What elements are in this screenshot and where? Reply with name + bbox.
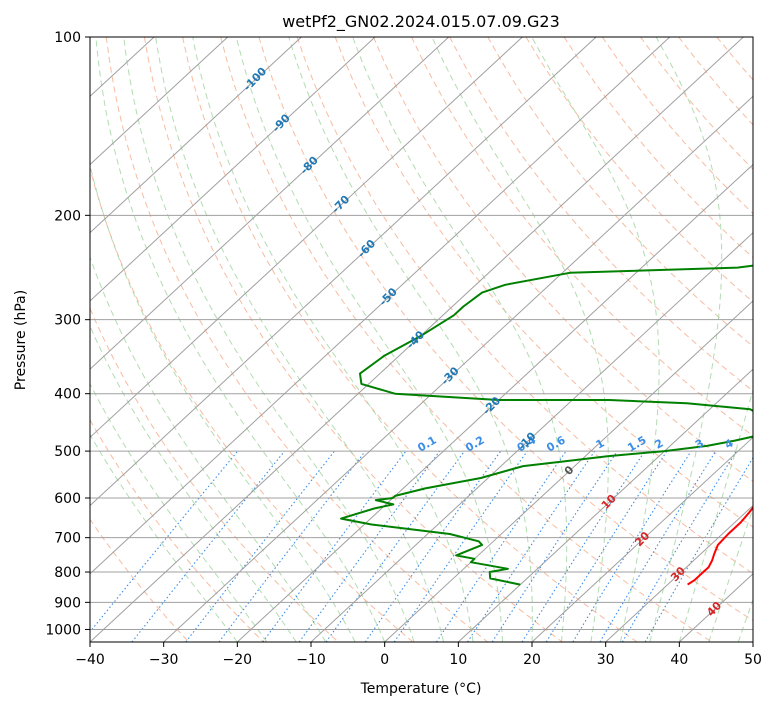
x-tick-label: 40 [670, 652, 688, 668]
y-tick-label: 400 [54, 387, 81, 403]
moist-adiabat-line [90, 433, 238, 642]
isotherm-line [457, 368, 753, 642]
moist-adiabat-line [155, 37, 445, 642]
dry-adiabat-line [143, 37, 563, 642]
mixing-ratio-line [218, 450, 366, 642]
moist-adiabat-line [352, 37, 568, 642]
y-tick-label: 500 [54, 444, 81, 460]
axis-ticks: −40 −30 −20 −10 0 10 20 30 40 50 100 200 300 400 500 60… [45, 30, 762, 668]
moist-adiabat-line [678, 388, 753, 642]
moist-adiabat-line [431, 37, 609, 642]
isotherms [90, 37, 753, 642]
y-tick-label: 200 [54, 208, 81, 224]
isotherm-line [531, 436, 753, 642]
y-tick-label: 600 [54, 491, 81, 507]
mixing-ratio-line [90, 450, 239, 633]
dry-adiabat-line [487, 37, 753, 348]
mixing-ratio-line [364, 450, 502, 642]
y-tick-label: 700 [54, 531, 81, 547]
moist-adiabat-line [531, 37, 660, 642]
mixing-ratio-line [599, 450, 717, 642]
moist-adiabat-line [123, 37, 415, 642]
mixing-ratio-line [262, 450, 407, 642]
dry-adiabat-line [449, 37, 753, 392]
dry-adiabat-line [105, 37, 488, 642]
dry-adiabat-line [90, 166, 414, 642]
mixing-ratio-line [467, 450, 596, 642]
x-tick-label: 30 [597, 652, 615, 668]
x-tick-label: 20 [523, 652, 541, 668]
x-tick-label: 0 [380, 652, 389, 668]
dry-adiabat-line [182, 37, 638, 642]
y-tick-label: 300 [54, 313, 81, 329]
moist-adiabat-line [708, 507, 753, 642]
dry-adiabat-line [90, 518, 190, 642]
moist-adiabat-line [90, 382, 268, 642]
x-tick-label: 10 [449, 652, 467, 668]
mixing-ratio-line [298, 450, 441, 642]
temperature-profile-line [687, 506, 753, 586]
isotherm-line [90, 37, 229, 166]
mixing-ratio-line [572, 450, 692, 642]
x-tick-label: 50 [744, 652, 762, 668]
pressure-gridlines [90, 37, 753, 630]
moist-adiabat-line [288, 37, 533, 642]
isotherm-line [163, 95, 753, 642]
chart-title: wetPf2_GN02.2024.015.07.09.G23 [282, 12, 560, 32]
mixing-ratio-line [435, 450, 567, 642]
isotherm-line [90, 37, 376, 302]
plot-frame [89, 36, 754, 643]
moist-adiabat-line [90, 324, 297, 642]
x-tick-label: −30 [149, 652, 179, 668]
isotherm-line [90, 37, 597, 507]
moist-adiabat-line [192, 37, 474, 642]
moist-adiabat-line [649, 37, 723, 642]
mixing-ratio-line [521, 450, 646, 642]
y-tick-label: 1000 [45, 622, 81, 638]
isotherm-line [384, 300, 753, 642]
moist-adiabats [90, 37, 753, 642]
dewpoint-profile-line [340, 264, 753, 586]
y-axis-label: Pressure (hPa) [13, 290, 29, 390]
isotherm-line [90, 37, 450, 370]
mixing-ratio-line [325, 450, 465, 642]
moist-adiabat-line [235, 37, 503, 642]
moist-adiabat-line [90, 255, 327, 642]
y-tick-label: 800 [54, 565, 81, 581]
dry-adiabat-line [258, 37, 753, 622]
x-axis-label: Temperature (°C) [360, 681, 482, 697]
isotherm-line [236, 163, 753, 642]
isotherm-line [90, 37, 671, 575]
isotherm-line [605, 504, 753, 642]
y-tick-label: 100 [54, 30, 81, 46]
profile-series [340, 264, 753, 586]
isotherm-line [310, 232, 753, 642]
x-tick-label: −20 [223, 652, 253, 668]
isotherm-line [90, 37, 302, 234]
y-tick-label: 900 [54, 595, 81, 611]
isotherm-line [90, 37, 744, 642]
moist-adiabat-line [95, 37, 386, 642]
x-tick-label: −10 [296, 652, 326, 668]
plot-area: 0.10.20.40.611.52346810131620253036-100-… [90, 37, 753, 642]
dry-adiabat-line [90, 418, 264, 642]
isotherm-line [90, 37, 523, 439]
dry-adiabat-line [296, 37, 753, 575]
x-tick-label: −40 [75, 652, 105, 668]
